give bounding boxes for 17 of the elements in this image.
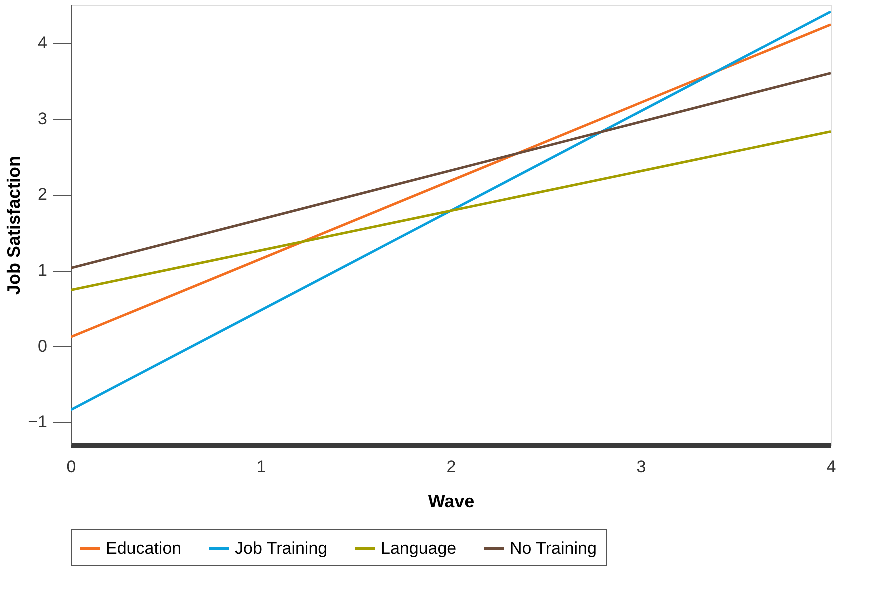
y-tick-label: 4 xyxy=(38,33,48,52)
y-tick-label: 2 xyxy=(38,185,48,204)
x-tick-label: 3 xyxy=(636,458,646,476)
x-axis-title: Wave xyxy=(428,492,475,512)
y-tick-label: 1 xyxy=(38,261,48,280)
x-tick-label: 0 xyxy=(66,458,76,476)
y-tick-label: 0 xyxy=(38,336,48,356)
legend-label: Education xyxy=(106,538,182,558)
legend-label: Language xyxy=(381,538,457,558)
y-axis-title: Job Satisfaction xyxy=(4,156,24,296)
legend-label: No Training xyxy=(510,538,597,558)
x-tick-label: 2 xyxy=(446,458,456,476)
legend-label: Job Training xyxy=(235,538,328,558)
y-tick-label: 3 xyxy=(38,109,48,128)
x-tick-label: 1 xyxy=(256,458,266,476)
x-tick-label: 4 xyxy=(826,458,836,476)
y-tick-label: −1 xyxy=(28,412,48,432)
